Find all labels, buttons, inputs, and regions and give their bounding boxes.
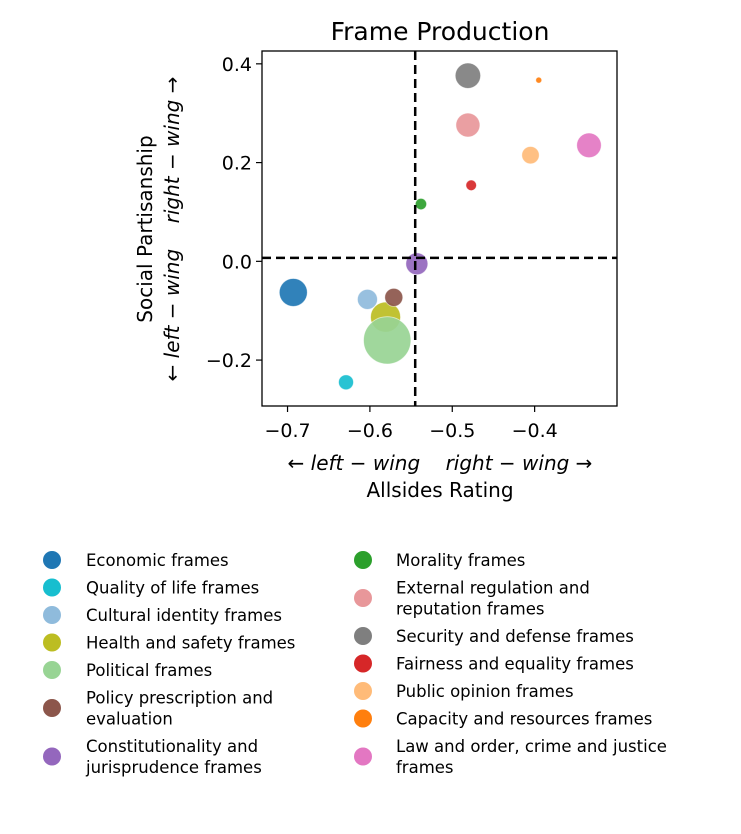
legend-label: evaluation [86, 710, 173, 729]
legend-label: Morality frames [396, 551, 525, 570]
legend-marker [43, 661, 61, 679]
legend-marker [43, 578, 61, 597]
legend-entry: Law and order, crime and justice frames [354, 737, 667, 777]
legend-entry: External regulation and reputation frames [354, 579, 590, 619]
legend-entry: Economic frames [43, 551, 229, 570]
legend: Economic frames Quality of life frames Cul… [43, 551, 667, 777]
legend-entry: Political frames [43, 661, 212, 680]
legend-entry: Morality frames [354, 551, 525, 570]
point-external-regulation-and-reputation-frames [455, 112, 481, 138]
legend-entry: Capacity and resources frames [354, 709, 652, 729]
point-quality-of-life-frames [338, 374, 354, 391]
legend-marker [43, 699, 61, 717]
legend-label: Health and safety frames [86, 634, 295, 653]
legend-entry: Policy prescription and evaluation [43, 689, 273, 729]
legend-marker [43, 633, 61, 652]
legend-entry: Health and safety frames [43, 633, 295, 653]
legend-label: Economic frames [86, 551, 229, 570]
legend-label: Quality of life frames [86, 579, 259, 598]
legend-marker [354, 709, 372, 728]
point-constitutionality-and-jurisprudence-frames [405, 252, 429, 276]
legend-entry: Security and defense frames [354, 627, 634, 646]
legend-label: Fairness and equality frames [396, 655, 634, 674]
y-tick-label: 0.0 [222, 251, 252, 273]
point-policy-prescription-and-evaluation [384, 287, 404, 307]
x-tick-label: −0.4 [512, 420, 558, 442]
point-economic-frames [278, 278, 308, 307]
legend-label: External regulation and [396, 579, 590, 598]
legend-label: Security and defense frames [396, 627, 634, 646]
y-tick-label: 0.4 [222, 54, 252, 76]
legend-marker [354, 627, 372, 645]
chart-title: Frame Production [331, 17, 550, 46]
legend-label: Law and order, crime and justice [396, 737, 667, 756]
legend-label: Policy prescription and [86, 689, 273, 708]
legend-entry: Constitutionality and jurisprudence frame… [43, 737, 262, 777]
y-tick-label: 0.2 [222, 153, 252, 175]
point-law-and-order-crime-and-justice-frames [576, 132, 602, 158]
legend-label: Constitutionality and [86, 737, 258, 756]
legend-entry: Public opinion frames [354, 682, 574, 701]
point-cultural-identity-frames [357, 288, 378, 310]
legend-label: jurisprudence frames [85, 758, 262, 777]
point-political-frames [363, 316, 412, 365]
points-layer [278, 62, 602, 391]
legend-marker [354, 654, 372, 673]
legend-label: Cultural identity frames [86, 606, 282, 625]
legend-marker [43, 747, 61, 766]
legend-marker [354, 589, 372, 607]
legend-label: reputation frames [396, 600, 544, 619]
x-tick-label: −0.7 [264, 420, 310, 442]
legend-marker [354, 551, 372, 569]
y-axis-label: Social Partisanship [133, 135, 157, 322]
legend-entry: Fairness and equality frames [354, 654, 634, 674]
legend-label: Public opinion frames [396, 682, 574, 701]
point-public-opinion-frames [521, 146, 540, 165]
x-axis-label: Allsides Rating [366, 478, 513, 502]
legend-entry: Quality of life frames [43, 578, 259, 598]
legend-label: frames [396, 758, 454, 777]
x-tick-label: −0.6 [347, 420, 393, 442]
point-morality-frames [414, 198, 428, 211]
x-tick-label: −0.5 [429, 420, 475, 442]
y-axis: 0.4 0.2 0.0 −0.2 [206, 54, 262, 372]
legend-marker [43, 606, 61, 624]
x-axis: −0.7 −0.6 −0.5 −0.4 [264, 406, 558, 442]
legend-entry: Cultural identity frames [43, 606, 282, 625]
point-fairness-and-equality-frames [465, 179, 477, 191]
legend-marker [354, 682, 372, 700]
y-tick-label: −0.2 [206, 350, 252, 372]
legend-label: Political frames [86, 661, 212, 680]
point-capacity-and-resources-frames [535, 76, 543, 84]
legend-label: Capacity and resources frames [396, 710, 652, 729]
x-axis-direction-label: ← left − wing right − wing → [288, 451, 593, 475]
y-axis-direction-label: ← left − wing right − wing → [160, 77, 184, 382]
point-security-and-defense-frames [454, 62, 482, 89]
legend-marker [43, 551, 61, 569]
legend-marker [354, 747, 372, 766]
plot-frame [261, 50, 618, 407]
